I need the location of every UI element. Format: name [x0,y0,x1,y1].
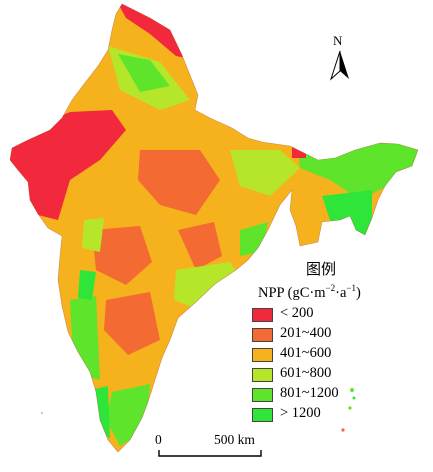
legend-swatch [252,348,273,362]
legend-swatch [252,308,273,322]
legend-title: 图例 [306,262,337,278]
north-arrow-icon [329,50,349,81]
legend-item-label: 401~600 [280,345,332,361]
scale-bar-line [158,450,262,457]
legend-swatch [252,388,273,402]
scale-zero-label: 0 [155,432,162,447]
legend-subtitle: NPP (gC·m−2·a−1) [258,283,361,301]
legend-item-label: 201~400 [280,325,332,341]
scale-bar: 0 500 km [150,432,280,462]
legend-item-label: 801~1200 [280,385,339,401]
legend-swatch [252,368,273,382]
legend-item-label: 601~800 [280,365,332,381]
legend-item-label: < 200 [280,305,314,321]
scale-end-label: 500 km [214,432,255,447]
legend-swatch [252,408,273,422]
legend-swatch [252,328,273,342]
north-arrow: N [325,33,355,89]
north-letter: N [333,33,343,48]
legend-item-label: > 1200 [280,405,321,421]
